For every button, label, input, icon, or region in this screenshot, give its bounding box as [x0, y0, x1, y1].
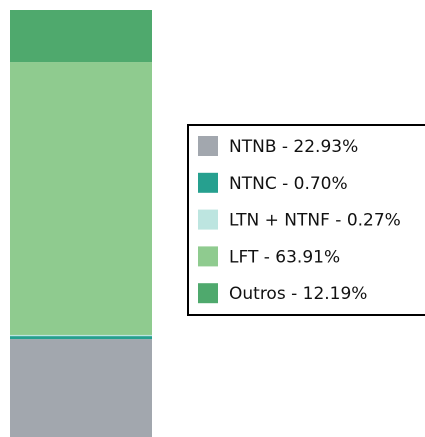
legend-label: LFT - 63.91%: [229, 247, 340, 267]
bar-segment: [10, 339, 152, 437]
legend-label: LTN + NTNF - 0.27%: [229, 211, 401, 231]
bar-segment: [10, 334, 152, 337]
legend-swatch: [198, 172, 218, 193]
legend-swatch: [198, 209, 218, 230]
legend-label: NTNC - 0.70%: [229, 174, 348, 194]
legend-swatch: [198, 283, 218, 304]
legend-label: NTNB - 22.93%: [229, 137, 358, 157]
legend-box: [187, 124, 425, 316]
legend-swatch: [198, 246, 218, 267]
legend-label: Outros - 12.19%: [229, 284, 367, 304]
bar-segment: [10, 62, 152, 335]
bar-segment: [10, 10, 152, 63]
legend-swatch: [198, 136, 218, 156]
bar-segment: [10, 336, 152, 340]
